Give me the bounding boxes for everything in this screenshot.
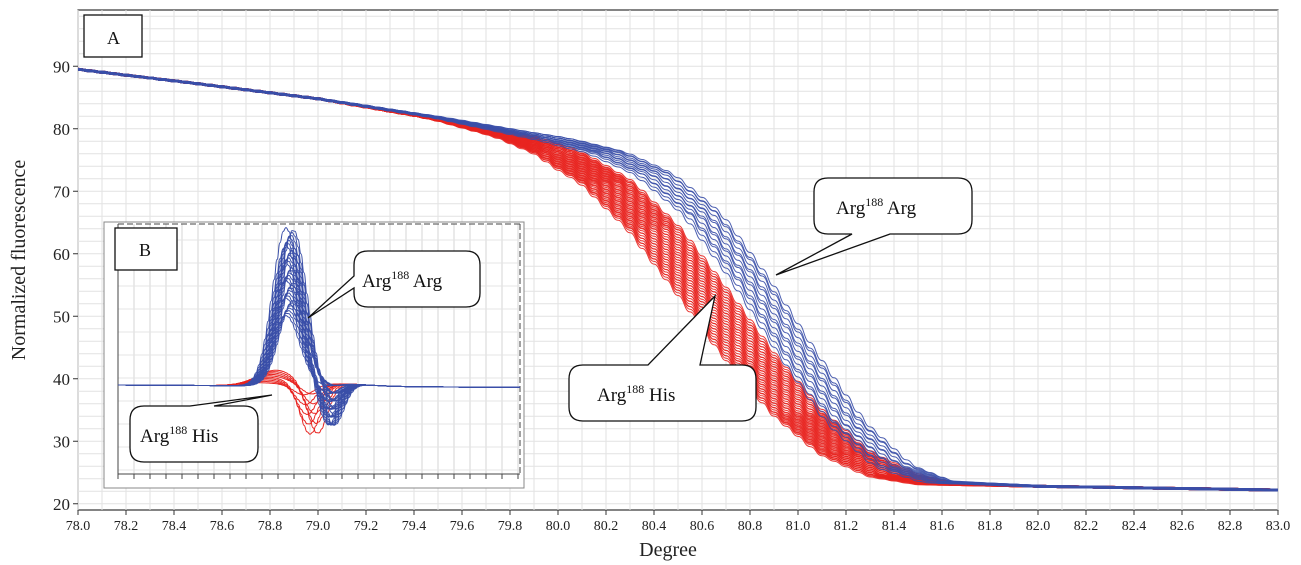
x-tick-label: 80.4	[642, 519, 667, 534]
main-curves	[77, 67, 1279, 492]
x-tick-label: 83.0	[1266, 519, 1291, 534]
y-tick-label: 20	[53, 495, 70, 514]
x-tick-label: 78.2	[114, 519, 139, 534]
inset-curves	[118, 227, 520, 435]
x-tick-label: 80.6	[690, 519, 715, 534]
x-tick-label: 81.4	[882, 519, 907, 534]
callout-arg-his-main-text: Arg188 His	[597, 382, 675, 406]
x-tick-label: 78.4	[162, 519, 187, 534]
inset-ticks	[117, 474, 519, 479]
melt-curve-arg-arg	[77, 68, 1279, 491]
x-tick-label: 81.2	[834, 519, 859, 534]
inset-panel-b: B Arg188 Arg Arg188 His	[103, 221, 525, 489]
callout-arg-his-inset-text: Arg188 His	[140, 423, 218, 447]
y-tick-label: 80	[53, 120, 70, 139]
x-tick-label: 82.6	[1170, 519, 1195, 534]
melt-curve-arg-arg	[77, 69, 1279, 492]
x-tick-label: 79.2	[354, 519, 379, 534]
x-axis-title: Degree	[639, 539, 697, 561]
panel-a-label: A	[107, 28, 120, 48]
x-tick-label: 81.6	[930, 519, 955, 534]
callout-arg-arg-main-text: Arg188 Arg	[836, 195, 917, 219]
x-tick-label: 78.0	[66, 519, 91, 534]
callout-arg-his-main: Arg188 His	[568, 293, 757, 422]
x-tick-label: 79.0	[306, 519, 331, 534]
panel-b-label: B	[139, 240, 151, 260]
x-tick-label: 82.4	[1122, 519, 1147, 534]
y-tick-label: 40	[53, 370, 70, 389]
x-tick-label: 80.8	[738, 519, 763, 534]
panel-a-box	[83, 14, 143, 58]
x-axis-ticks: 78.0 78.2 78.4 78.6 78.8 79.0 79.2 79.4 79.6 79.8…	[66, 510, 1291, 534]
x-tick-label: 81.8	[978, 519, 1003, 534]
y-tick-label: 30	[53, 432, 70, 451]
callout-arg-arg-inset-text: Arg188 Arg	[362, 268, 443, 292]
y-tick-label: 50	[53, 307, 70, 326]
y-tick-label: 60	[53, 245, 70, 264]
x-tick-label: 80.2	[594, 519, 619, 534]
x-tick-label: 82.0	[1026, 519, 1051, 534]
callout-arg-his-inset: Arg188 His	[129, 394, 273, 463]
x-tick-label: 81.0	[786, 519, 811, 534]
x-tick-label: 80.0	[546, 519, 571, 534]
x-tick-label: 79.8	[498, 519, 523, 534]
y-axis-ticks: 20 30 40 50 60 70 80 90	[53, 57, 78, 514]
y-tick-label: 70	[53, 182, 70, 201]
inset-curve-arg-arg	[118, 227, 520, 426]
y-tick-label: 90	[53, 57, 70, 76]
x-tick-label: 78.8	[258, 519, 283, 534]
x-tick-label: 82.2	[1074, 519, 1099, 534]
x-tick-label: 82.8	[1218, 519, 1243, 534]
panel-b-box	[114, 227, 178, 271]
callout-arg-arg-inset: Arg188 Arg	[307, 250, 481, 319]
callout-arg-arg-main: Arg188 Arg	[775, 177, 973, 276]
melt-curve-arg-arg	[77, 67, 1279, 490]
x-tick-label: 78.6	[210, 519, 235, 534]
x-tick-label: 79.4	[402, 519, 427, 534]
x-tick-label: 79.6	[450, 519, 475, 534]
y-axis-title: Normalized fluorescence	[8, 160, 30, 361]
